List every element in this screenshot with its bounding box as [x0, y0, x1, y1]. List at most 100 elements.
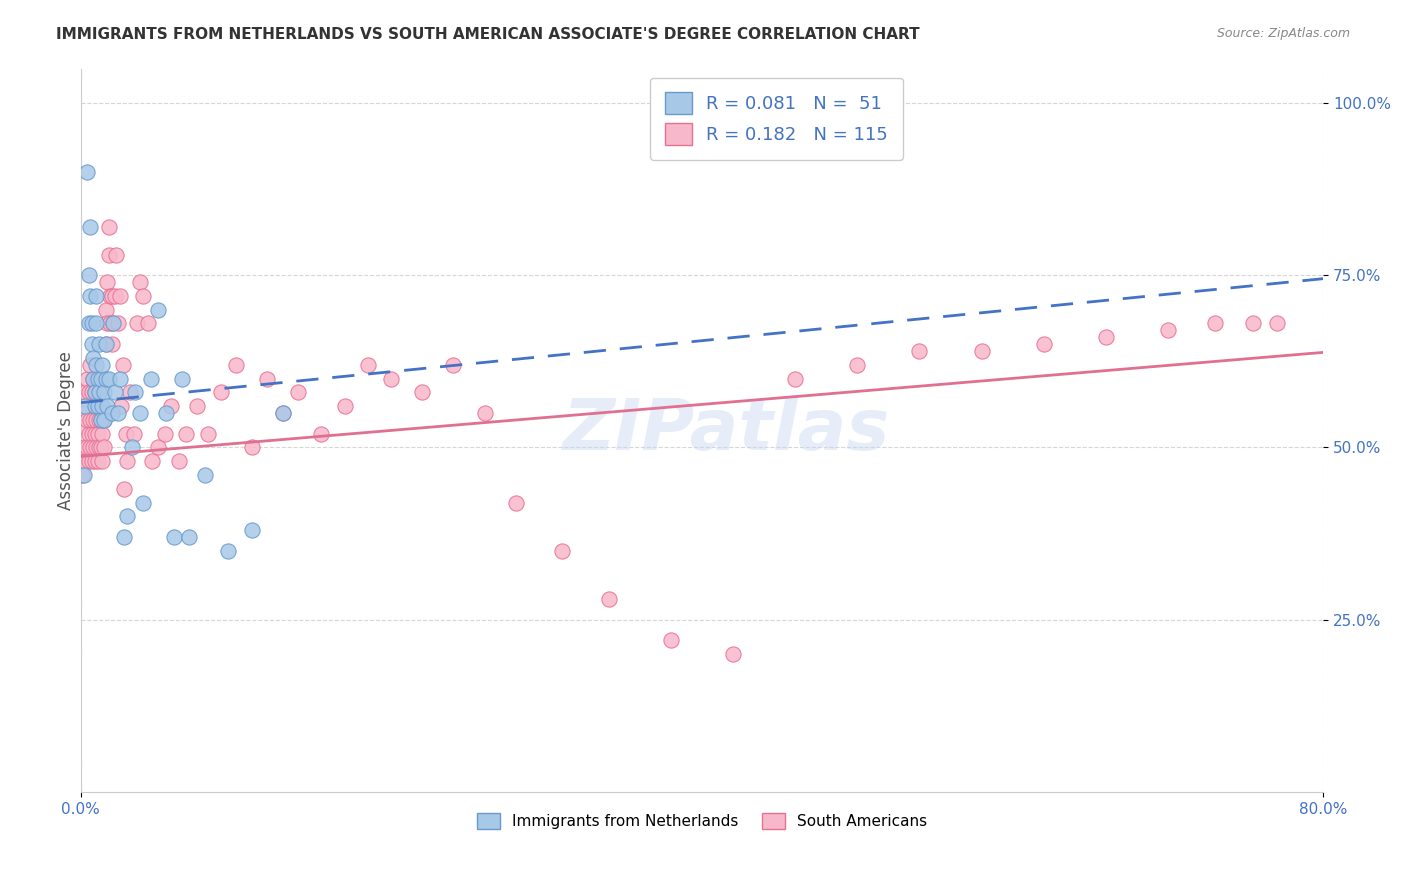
Point	[271, 406, 294, 420]
Point	[98, 289, 121, 303]
Point	[105, 247, 128, 261]
Point	[80, 426, 103, 441]
Text: ZIPatlas: ZIPatlas	[564, 396, 890, 465]
Point	[256, 371, 278, 385]
Point	[79, 441, 101, 455]
Point	[112, 482, 135, 496]
Point	[112, 530, 135, 544]
Point	[77, 454, 100, 468]
Point	[83, 454, 105, 468]
Point	[197, 426, 219, 441]
Point	[79, 219, 101, 234]
Point	[551, 544, 574, 558]
Point	[194, 468, 217, 483]
Point	[186, 399, 208, 413]
Point	[1241, 317, 1264, 331]
Point	[82, 413, 104, 427]
Point	[91, 358, 114, 372]
Point	[82, 351, 104, 365]
Point	[90, 371, 112, 385]
Point	[91, 454, 114, 468]
Point	[132, 495, 155, 509]
Point	[1204, 317, 1226, 331]
Point	[721, 647, 744, 661]
Point	[159, 399, 181, 413]
Point	[846, 358, 869, 372]
Point	[132, 289, 155, 303]
Point	[90, 413, 112, 427]
Point	[125, 317, 148, 331]
Point	[110, 399, 132, 413]
Point	[75, 385, 97, 400]
Point	[96, 275, 118, 289]
Point	[82, 441, 104, 455]
Legend: Immigrants from Netherlands, South Americans: Immigrants from Netherlands, South Ameri…	[471, 806, 934, 835]
Point	[970, 344, 993, 359]
Point	[240, 441, 263, 455]
Point	[73, 406, 96, 420]
Point	[77, 268, 100, 283]
Point	[209, 385, 232, 400]
Point	[287, 385, 309, 400]
Point	[333, 399, 356, 413]
Point	[82, 371, 104, 385]
Point	[107, 406, 129, 420]
Point	[87, 454, 110, 468]
Point	[1265, 317, 1288, 331]
Point	[103, 317, 125, 331]
Point	[93, 413, 115, 427]
Point	[79, 289, 101, 303]
Point	[84, 441, 107, 455]
Point	[104, 385, 127, 400]
Point	[87, 426, 110, 441]
Point	[87, 399, 110, 413]
Point	[77, 317, 100, 331]
Point	[108, 371, 131, 385]
Point	[659, 633, 682, 648]
Point	[91, 399, 114, 413]
Point	[84, 289, 107, 303]
Point	[443, 358, 465, 372]
Point	[80, 385, 103, 400]
Point	[82, 371, 104, 385]
Point	[94, 337, 117, 351]
Point	[505, 495, 527, 509]
Point	[117, 454, 139, 468]
Point	[167, 454, 190, 468]
Point	[87, 371, 110, 385]
Point	[84, 413, 107, 427]
Point	[89, 385, 111, 400]
Point	[163, 530, 186, 544]
Point	[411, 385, 433, 400]
Point	[128, 406, 150, 420]
Point	[176, 426, 198, 441]
Point	[225, 358, 247, 372]
Text: Source: ZipAtlas.com: Source: ZipAtlas.com	[1216, 27, 1350, 40]
Point	[139, 371, 162, 385]
Point	[136, 317, 159, 331]
Point	[79, 358, 101, 372]
Point	[83, 399, 105, 413]
Point	[84, 371, 107, 385]
Point	[91, 426, 114, 441]
Point	[83, 385, 105, 400]
Point	[77, 426, 100, 441]
Point	[155, 406, 177, 420]
Point	[103, 317, 125, 331]
Point	[97, 371, 120, 385]
Point	[101, 289, 124, 303]
Point	[785, 371, 807, 385]
Point	[108, 289, 131, 303]
Point	[98, 317, 121, 331]
Point	[76, 413, 98, 427]
Point	[908, 344, 931, 359]
Point	[80, 317, 103, 331]
Point	[357, 358, 380, 372]
Point	[76, 165, 98, 179]
Point	[122, 426, 145, 441]
Point	[217, 544, 239, 558]
Point	[1157, 323, 1180, 337]
Point	[170, 371, 193, 385]
Point	[83, 426, 105, 441]
Point	[128, 275, 150, 289]
